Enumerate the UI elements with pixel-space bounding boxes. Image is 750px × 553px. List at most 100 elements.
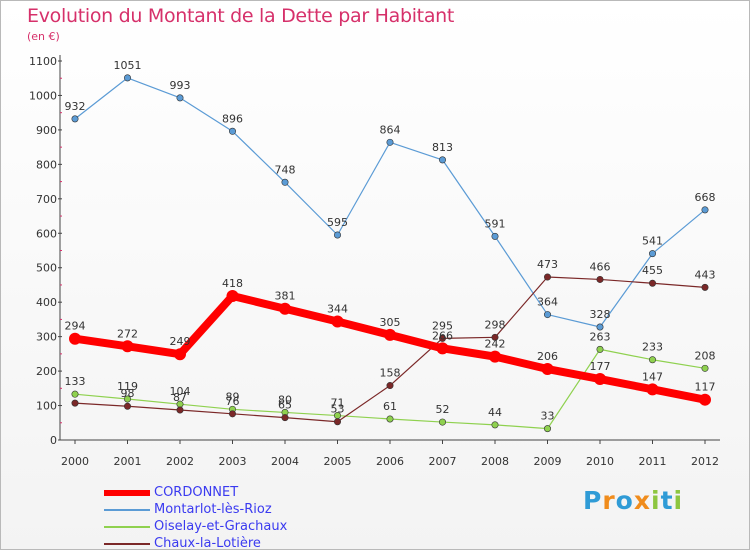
logo-letter: t [660, 486, 674, 515]
data-label: 177 [590, 360, 611, 373]
data-point [331, 315, 344, 328]
data-point [438, 156, 446, 164]
y-tick-label: 600 [36, 227, 57, 240]
data-label: 263 [590, 330, 611, 343]
data-label: 993 [170, 79, 191, 92]
data-label: 443 [695, 268, 716, 281]
data-label: 98 [121, 387, 135, 400]
data-point [646, 383, 659, 396]
data-label: 305 [380, 316, 401, 329]
data-point [436, 342, 449, 355]
data-point [596, 345, 604, 353]
logo-letter: x [633, 486, 651, 515]
proxiti-logo: Proxiti [583, 486, 683, 515]
legend-swatch [104, 490, 150, 496]
y-tick-label: 200 [36, 365, 57, 378]
data-point [281, 178, 289, 186]
data-point [491, 232, 499, 240]
legend-label: Montarlot-lès-Rioz [154, 502, 272, 517]
y-tick-label: 1100 [29, 55, 57, 68]
data-label: 455 [642, 264, 663, 277]
legend-swatch [104, 543, 150, 545]
data-label: 466 [590, 260, 611, 273]
data-point [701, 283, 709, 291]
data-point [491, 421, 499, 429]
data-label: 272 [117, 327, 138, 340]
data-label: 147 [642, 370, 663, 383]
x-tick-label: 2000 [61, 455, 89, 468]
data-point [438, 418, 446, 426]
data-label: 266 [432, 329, 453, 342]
data-label: 896 [222, 112, 243, 125]
data-point [491, 333, 499, 341]
data-label: 89 [226, 390, 240, 403]
data-point [71, 390, 79, 398]
legend-swatch [104, 526, 150, 528]
data-label: 1051 [114, 59, 142, 72]
data-point [596, 275, 604, 283]
data-label: 80 [278, 393, 292, 406]
x-tick-label: 2003 [219, 455, 247, 468]
data-point [176, 406, 184, 414]
data-label: 932 [65, 100, 86, 113]
logo-letter: P [583, 486, 603, 515]
data-point [69, 332, 81, 345]
logo-letter: i [651, 486, 661, 515]
x-tick-label: 2005 [324, 455, 352, 468]
legend-label: Chaux-la-Lotière [154, 536, 261, 551]
y-tick-label: 0 [50, 434, 57, 447]
data-label: 364 [537, 296, 558, 309]
data-point [229, 410, 237, 418]
data-point [176, 94, 184, 102]
data-label: 294 [65, 320, 86, 333]
y-tick-label: 1000 [29, 89, 57, 102]
data-point [386, 138, 394, 146]
chart-title: Evolution du Montant de la Dette par Hab… [27, 5, 455, 27]
data-label: 668 [695, 191, 716, 204]
data-label: 87 [173, 391, 187, 404]
y-tick-label: 700 [36, 193, 57, 206]
legend-swatch [104, 509, 150, 511]
chart-unit: (en €) [27, 30, 60, 43]
data-point [226, 289, 239, 302]
data-label: 591 [485, 217, 506, 230]
data-point [701, 364, 709, 372]
data-point [124, 74, 132, 82]
data-label: 133 [65, 375, 86, 388]
data-label: 208 [695, 349, 716, 362]
data-label: 595 [327, 216, 348, 229]
data-point [124, 402, 132, 410]
data-point [386, 415, 394, 423]
data-point [489, 350, 501, 363]
logo-letter: o [615, 486, 634, 515]
data-label: 748 [275, 163, 296, 176]
logo-letter: i [673, 486, 684, 515]
data-point [281, 414, 289, 422]
data-label: 117 [695, 381, 716, 394]
data-point [279, 302, 291, 315]
data-point [121, 340, 134, 353]
data-label: 233 [642, 341, 663, 354]
x-tick-label: 2011 [639, 455, 667, 468]
data-point [543, 311, 551, 319]
data-label: 813 [432, 141, 453, 154]
data-label: 53 [331, 403, 345, 416]
data-label: 242 [485, 338, 506, 351]
data-label: 61 [383, 400, 397, 413]
y-tick-label: 100 [36, 400, 57, 413]
data-label: 381 [275, 290, 296, 303]
data-label: 473 [537, 258, 558, 271]
x-tick-label: 2002 [166, 455, 194, 468]
logo-letter: r [602, 486, 616, 515]
data-point [543, 425, 551, 433]
data-label: 328 [590, 308, 611, 321]
y-tick-label: 500 [36, 262, 57, 275]
data-point [596, 323, 604, 331]
x-tick-label: 2001 [114, 455, 142, 468]
data-label: 76 [226, 395, 240, 408]
legend-label: CORDONNET [154, 485, 239, 500]
data-point [648, 356, 656, 364]
data-point [543, 273, 551, 281]
data-point [541, 363, 554, 376]
